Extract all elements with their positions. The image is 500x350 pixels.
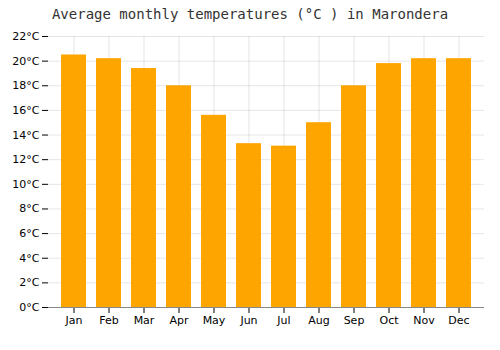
svg-text:12°C: 12°C [12, 153, 39, 166]
svg-text:Dec: Dec [448, 314, 469, 327]
svg-text:0°C: 0°C [19, 301, 39, 314]
svg-text:22°C: 22°C [12, 30, 39, 43]
svg-text:Nov: Nov [413, 314, 435, 327]
svg-text:14°C: 14°C [12, 129, 39, 142]
svg-text:May: May [203, 314, 226, 327]
svg-text:Aug: Aug [308, 314, 329, 327]
svg-text:Jul: Jul [276, 314, 290, 327]
svg-text:Feb: Feb [99, 314, 118, 327]
svg-text:Apr: Apr [169, 314, 189, 327]
html-text:Average monthly temperatures (: Average monthly temperatures (°C ) in Ma… [51, 6, 449, 22]
svg-text:4°C: 4°C [19, 252, 39, 265]
svg-text:20°C: 20°C [12, 55, 39, 68]
svg-text:18°C: 18°C [12, 79, 39, 92]
svg-text:Oct: Oct [379, 314, 399, 327]
svg-text:16°C: 16°C [12, 104, 39, 117]
svg-text:Sep: Sep [344, 314, 365, 327]
svg-text:2°C: 2°C [19, 276, 39, 289]
svg-text:Jun: Jun [239, 314, 257, 327]
svg-text:6°C: 6°C [19, 227, 39, 240]
svg-text:8°C: 8°C [19, 202, 39, 215]
svg-text:10°C: 10°C [12, 178, 39, 191]
svg-text:Mar: Mar [134, 314, 155, 327]
svg-text:Jan: Jan [65, 314, 83, 327]
